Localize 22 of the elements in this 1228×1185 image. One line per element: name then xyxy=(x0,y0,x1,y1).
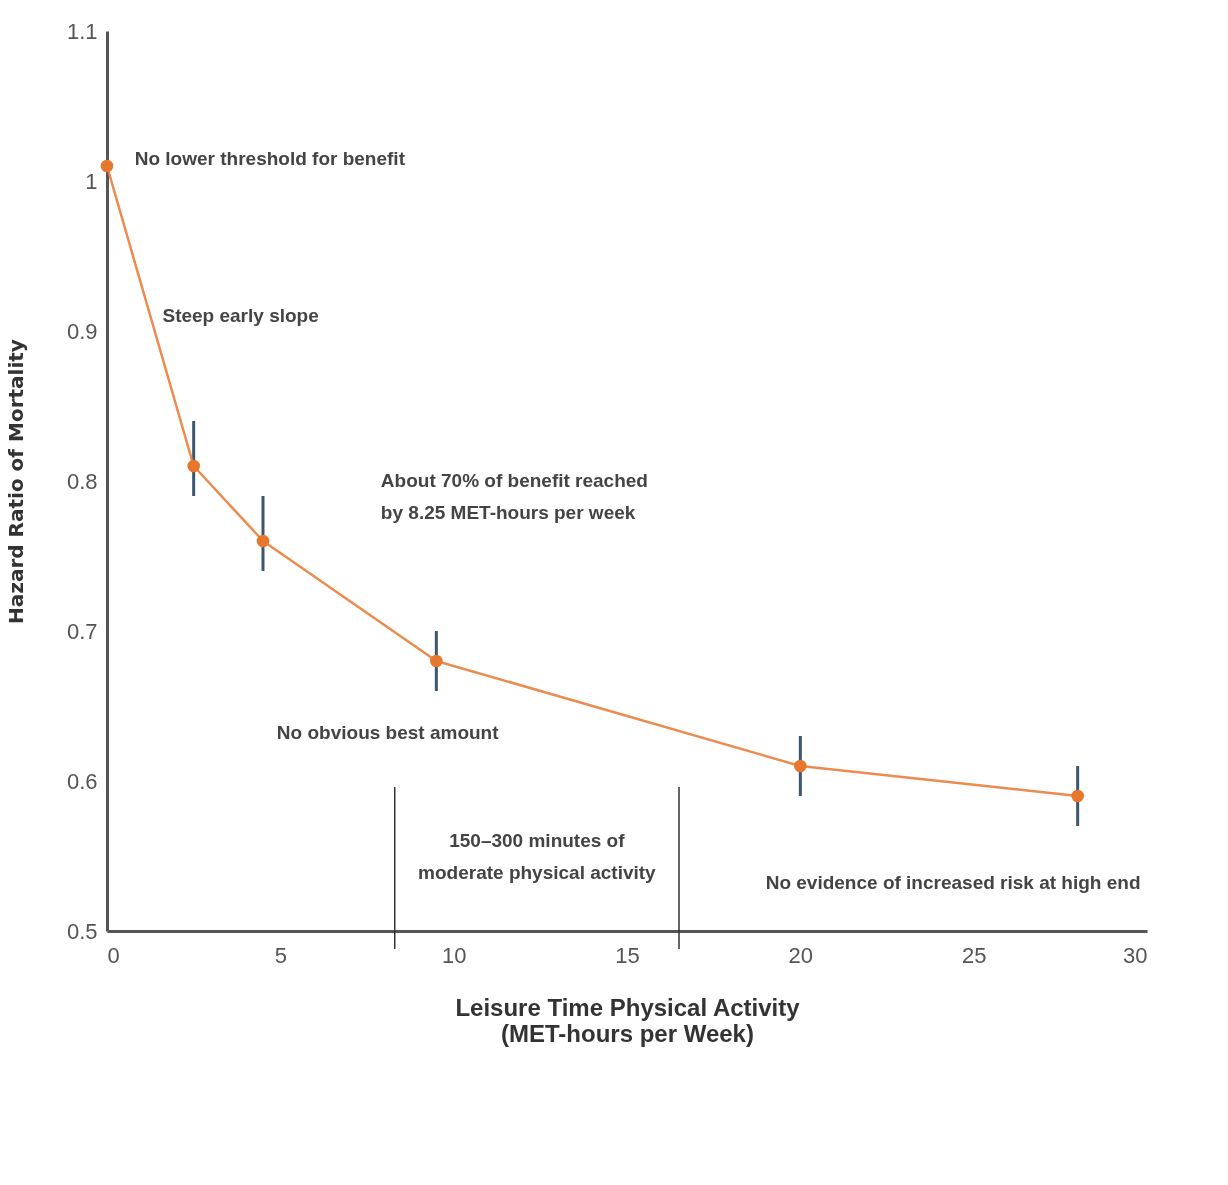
y-tick-label: 1 xyxy=(85,168,98,194)
x-axis-title: Leisure Time Physical Activity (MET-hours per Week) xyxy=(455,993,801,1047)
annotation: About 70% of benefit reached by 8.25 MET-hours per week xyxy=(380,470,648,523)
x-tick-label: 10 xyxy=(441,942,467,968)
y-tick-label: 1.1 xyxy=(66,18,98,44)
y-tick-label: 0.7 xyxy=(66,618,98,644)
x-tick-label: 30 xyxy=(1123,942,1148,968)
y-tick-label: 0.9 xyxy=(66,318,98,344)
y-axis-title: Hazard Ratio of Mortality xyxy=(3,339,28,624)
x-tick-label: 15 xyxy=(615,942,640,968)
y-tick-label: 0.8 xyxy=(66,468,98,494)
annotation: No lower threshold for benefit xyxy=(134,147,406,169)
annotation: 150–300 minutes of moderate physical activity xyxy=(418,830,657,883)
annotation: Steep early slope xyxy=(162,305,319,326)
annotation: No evidence of increased risk at high end xyxy=(765,872,1141,893)
x-tick-label: 0 xyxy=(107,942,120,968)
x-tick-label: 20 xyxy=(788,942,814,968)
x-tick-label: 5 xyxy=(274,942,287,968)
y-tick-label: 0.5 xyxy=(66,918,98,944)
y-tick-label: 0.6 xyxy=(66,768,98,794)
x-tick-label: 25 xyxy=(961,942,987,968)
annotation: No obvious best amount xyxy=(276,722,500,743)
